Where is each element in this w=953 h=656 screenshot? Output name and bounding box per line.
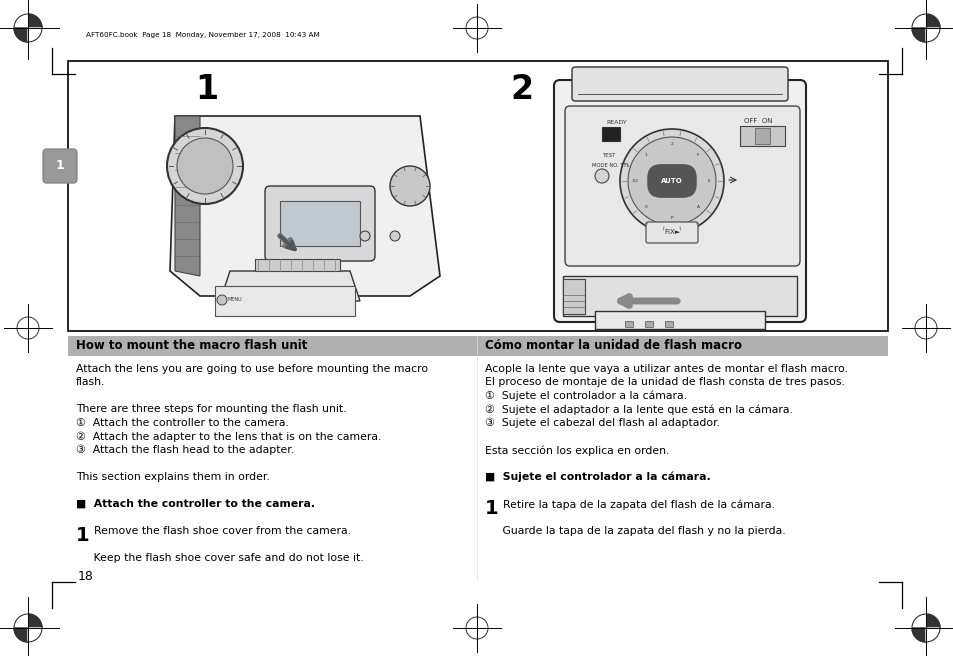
Text: 18: 18 (78, 569, 93, 583)
Text: Guarde la tapa de la zapata del flash y no la pierda.: Guarde la tapa de la zapata del flash y … (484, 526, 785, 536)
Polygon shape (925, 28, 939, 42)
FancyBboxPatch shape (564, 106, 800, 266)
Polygon shape (14, 14, 28, 28)
Text: ②  Attach the adapter to the lens that is on the camera.: ② Attach the adapter to the lens that is… (76, 432, 381, 442)
Text: OFF  ON: OFF ON (743, 118, 772, 124)
Bar (214, 286, 355, 316)
FancyBboxPatch shape (554, 80, 805, 322)
Text: F: F (697, 153, 699, 157)
Text: 2: 2 (510, 73, 533, 106)
Text: 1: 1 (644, 153, 646, 157)
Text: P: P (670, 216, 673, 220)
FancyBboxPatch shape (265, 186, 375, 261)
Text: E: E (707, 179, 710, 183)
Polygon shape (220, 271, 359, 301)
Bar (254, 259, 339, 271)
Text: 1: 1 (194, 73, 218, 106)
Polygon shape (28, 14, 42, 28)
Bar (280, 201, 359, 246)
Text: 2: 2 (670, 142, 673, 146)
Circle shape (167, 128, 243, 204)
Text: 0: 0 (644, 205, 646, 209)
Circle shape (627, 137, 716, 225)
Polygon shape (174, 116, 200, 276)
Bar (476, 336, 887, 356)
Polygon shape (911, 28, 925, 42)
Bar (562, 279, 584, 314)
Circle shape (390, 231, 399, 241)
Text: ③  Attach the flash head to the adapter.: ③ Attach the flash head to the adapter. (76, 445, 294, 455)
Text: Keep the flash shoe cover safe and do not lose it.: Keep the flash shoe cover safe and do no… (76, 553, 363, 563)
Polygon shape (925, 628, 939, 642)
Text: This section explains them in order.: This section explains them in order. (76, 472, 270, 482)
Text: flash.: flash. (76, 377, 105, 388)
Circle shape (390, 166, 430, 206)
Text: 1: 1 (484, 499, 498, 518)
Circle shape (595, 169, 608, 183)
Bar (595, 311, 764, 329)
Text: ■  Attach the controller to the camera.: ■ Attach the controller to the camera. (76, 499, 314, 509)
FancyBboxPatch shape (572, 67, 787, 101)
Bar (562, 276, 796, 316)
Polygon shape (28, 614, 42, 628)
Bar (68, 336, 476, 356)
Polygon shape (28, 28, 42, 42)
FancyBboxPatch shape (645, 222, 698, 243)
Text: A: A (696, 205, 699, 209)
Text: 1: 1 (55, 159, 64, 173)
Text: Cómo montar la unidad de flash macro: Cómo montar la unidad de flash macro (484, 340, 741, 352)
Polygon shape (925, 14, 939, 28)
Polygon shape (911, 614, 925, 628)
Text: There are three steps for mounting the flash unit.: There are three steps for mounting the f… (76, 405, 346, 415)
Circle shape (359, 231, 370, 241)
Bar (754, 128, 769, 144)
Circle shape (619, 129, 723, 233)
FancyBboxPatch shape (43, 149, 77, 183)
Bar (740, 126, 784, 146)
Bar (68, 61, 887, 331)
Text: ②  Sujete el adaptador a la lente que está en la cámara.: ② Sujete el adaptador a la lente que est… (484, 405, 792, 415)
Text: 1: 1 (76, 526, 90, 545)
Bar (601, 127, 619, 141)
Text: MODE NO. TTL: MODE NO. TTL (592, 163, 629, 169)
Bar (664, 321, 672, 327)
Text: El proceso de montaje de la unidad de flash consta de tres pasos.: El proceso de montaje de la unidad de fl… (484, 377, 844, 388)
Circle shape (216, 295, 227, 305)
Text: Esta sección los explica en orden.: Esta sección los explica en orden. (484, 445, 669, 455)
Text: ③  Sujete el cabezal del flash al adaptador.: ③ Sujete el cabezal del flash al adaptad… (484, 418, 720, 428)
Polygon shape (170, 116, 439, 296)
Bar (624, 321, 633, 327)
Text: 1/2: 1/2 (631, 179, 638, 183)
Text: AFT60FC.book  Page 18  Monday, November 17, 2008  10:43 AM: AFT60FC.book Page 18 Monday, November 17… (86, 32, 319, 38)
Polygon shape (925, 614, 939, 628)
Text: Acople la lente que vaya a utilizar antes de montar el flash macro.: Acople la lente que vaya a utilizar ante… (484, 364, 847, 374)
Polygon shape (28, 628, 42, 642)
Circle shape (177, 138, 233, 194)
Text: ①  Attach the controller to the camera.: ① Attach the controller to the camera. (76, 418, 289, 428)
Polygon shape (14, 614, 28, 628)
Text: How to mount the macro flash unit: How to mount the macro flash unit (76, 340, 307, 352)
Polygon shape (911, 14, 925, 28)
Bar (644, 321, 652, 327)
Text: READY: READY (605, 119, 626, 125)
Polygon shape (14, 628, 28, 642)
Text: AUTO: AUTO (660, 178, 682, 184)
Polygon shape (911, 628, 925, 642)
Text: ①  Sujete el controlador a la cámara.: ① Sujete el controlador a la cámara. (484, 391, 686, 401)
Text: Remove the flash shoe cover from the camera.: Remove the flash shoe cover from the cam… (94, 526, 351, 536)
Text: MENU: MENU (228, 298, 242, 302)
Text: ■  Sujete el controlador a la cámara.: ■ Sujete el controlador a la cámara. (484, 472, 710, 483)
Text: FIX►: FIX► (663, 229, 679, 235)
Text: Retire la tapa de la zapata del flash de la cámara.: Retire la tapa de la zapata del flash de… (502, 499, 774, 510)
Text: TEST: TEST (601, 154, 615, 159)
Text: Attach the lens you are going to use before mounting the macro: Attach the lens you are going to use bef… (76, 364, 428, 374)
Polygon shape (14, 28, 28, 42)
